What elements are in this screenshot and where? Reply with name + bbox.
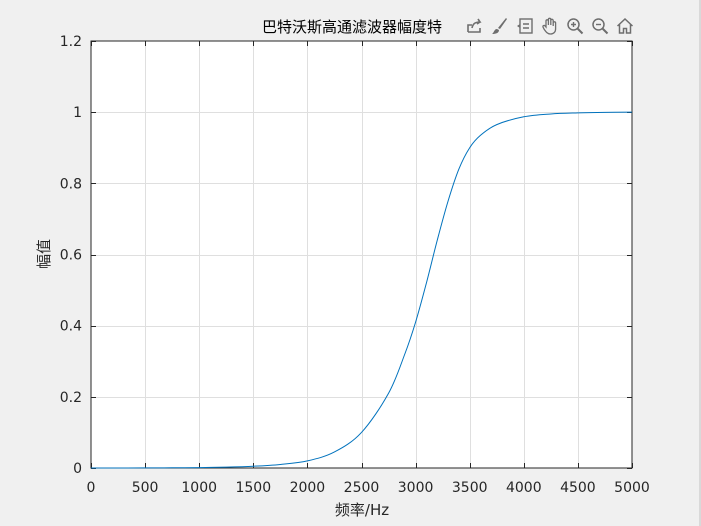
x-tick-label: 500 (132, 480, 159, 496)
home-icon (616, 17, 634, 34)
x-axis-label: 频率/Hz (335, 501, 389, 519)
y-tick-label: 0.2 (60, 390, 82, 406)
y-tick-label: 0.4 (60, 319, 82, 335)
y-axis-label: 幅值 (35, 239, 53, 269)
pan-hand-icon (542, 17, 557, 35)
axes-toolbar (463, 14, 637, 38)
axes-box (90, 40, 633, 469)
zoom-out-icon (592, 18, 609, 35)
zoom-in-button[interactable] (563, 14, 587, 38)
y-tick-labels: 0 0.2 0.4 0.6 0.8 1 1.2 (60, 34, 82, 477)
x-tick-label: 4000 (506, 480, 542, 496)
data-tips-icon (517, 18, 533, 34)
x-tick-label: 1000 (181, 480, 217, 496)
y-tick-label: 0.6 (60, 248, 82, 264)
grid-lines (91, 41, 632, 468)
series-line (90, 111, 633, 469)
axes-background (91, 41, 632, 468)
window-edge (699, 0, 701, 526)
x-tick-label: 2000 (290, 480, 326, 496)
home-button[interactable] (613, 14, 637, 38)
x-tick-label: 0 (87, 480, 96, 496)
brush-icon (492, 18, 507, 34)
export-icon (467, 18, 482, 33)
export-button[interactable] (463, 14, 487, 38)
y-tick-label: 0.8 (60, 176, 82, 192)
x-tick-label: 4500 (560, 480, 596, 496)
x-tick-label: 3000 (398, 480, 434, 496)
x-tick-label: 5000 (614, 480, 650, 496)
zoom-in-icon (567, 18, 584, 35)
x-tick-label: 3500 (452, 480, 488, 496)
x-tick-labels: 0 500 1000 1500 2000 2500 3000 3500 4000 4500 5000 (87, 480, 650, 496)
x-tick-label: 2500 (344, 480, 380, 496)
brush-button[interactable] (488, 14, 512, 38)
zoom-out-button[interactable] (588, 14, 612, 38)
y-tick-label: 0 (73, 461, 82, 477)
y-tick-label: 1.2 (60, 34, 82, 50)
data-tips-button[interactable] (513, 14, 537, 38)
chart-title: 巴特沃斯高通滤波器幅度特 (262, 18, 442, 36)
y-tick-label: 1 (73, 105, 82, 121)
x-tick-label: 1500 (235, 480, 271, 496)
pan-button[interactable] (538, 14, 562, 38)
axis-ticks (91, 41, 633, 469)
